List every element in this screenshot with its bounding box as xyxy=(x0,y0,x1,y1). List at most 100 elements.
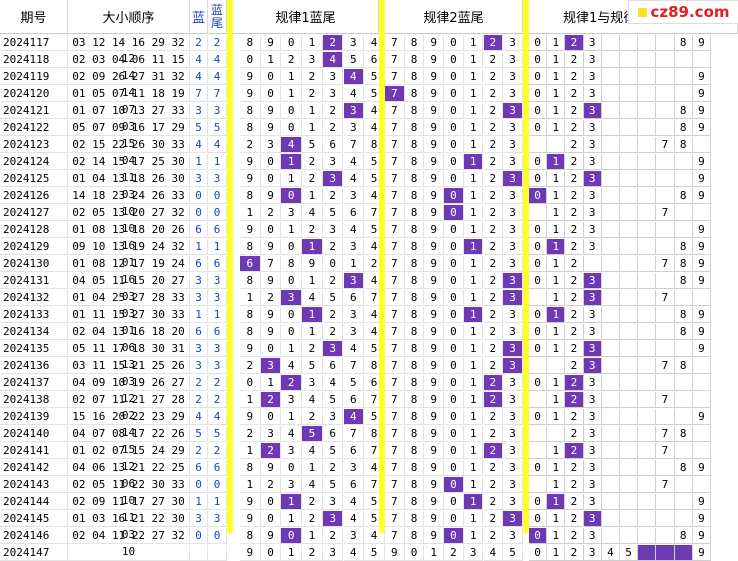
rule1-cell: 1 xyxy=(240,205,261,221)
rule1-cell: 7 xyxy=(260,256,282,272)
rule2-cell: 5 xyxy=(503,545,523,561)
rule2-cell: 7 xyxy=(385,528,405,544)
rule1-hit-cell: 3 xyxy=(322,341,344,357)
rule12-cell: 1 xyxy=(547,256,566,272)
rule12-cell: 1 xyxy=(547,273,566,289)
rule1-hit-cell: 2 xyxy=(322,35,344,51)
issue-cell: 2024145 xyxy=(0,511,68,527)
rule1-hit-cell: 3 xyxy=(281,290,303,306)
rule2-cell: 9 xyxy=(424,171,445,187)
issue-cell: 2024123 xyxy=(0,137,68,153)
rule2-cell: 2 xyxy=(483,120,504,136)
rule12-cell xyxy=(638,154,657,170)
rule2-cell: 2 xyxy=(483,341,504,357)
rule12-cell xyxy=(529,205,548,221)
rule2-cell: 1 xyxy=(424,545,445,561)
rule1-cell: 4 xyxy=(343,222,365,238)
rule2-cell: 0 xyxy=(444,239,464,255)
rule2-hit-cell: 2 xyxy=(483,375,504,391)
issue-cell: 2024117 xyxy=(0,35,68,51)
rule2-cell: 9 xyxy=(424,307,445,323)
rule2-cell: 2 xyxy=(483,358,504,374)
rule2-cell: 3 xyxy=(503,392,523,408)
rule2-cell: 1 xyxy=(463,35,484,51)
numbers-cell: 04 07 08 17 22 26 15 xyxy=(68,426,190,456)
rule2-cell: 0 xyxy=(444,443,464,459)
rule12-cell: 0 xyxy=(529,511,548,527)
rule12-cell xyxy=(674,392,693,408)
rule12-cell: 7 xyxy=(656,426,675,442)
rule2-cell: 2 xyxy=(483,307,504,323)
rule1-cell: 4 xyxy=(302,205,323,221)
rule2-cell: 0 xyxy=(444,154,464,170)
tail-cell: 1 xyxy=(208,494,227,510)
table-row: 2024146 02 04 11 22 27 32 10 0 0 8 9 0 1 2 3 4 7 8 9 0… xyxy=(0,528,738,558)
rule12-cell xyxy=(620,154,639,170)
rule12-cell xyxy=(547,358,566,374)
table-row: 2024133 01 11 15 27 30 33 01 1 1 8 9 0 1 2 3 4 7 8 9 0… xyxy=(0,307,738,337)
rule1-cell: 3 xyxy=(343,35,365,51)
numbers-cell: 01 08 12 17 19 24 16 xyxy=(68,256,190,286)
rule12-cell: 8 xyxy=(674,137,693,153)
rule2-cell: 8 xyxy=(404,528,425,544)
rule12-cell xyxy=(692,443,711,459)
rule12-cell: 7 xyxy=(656,205,675,221)
rule1-cell: 3 xyxy=(302,375,323,391)
rule12-cell: 8 xyxy=(674,324,693,340)
rule12-cell: 7 xyxy=(656,477,675,493)
rule12-cell: 2 xyxy=(565,307,584,323)
rule1-cell: 0 xyxy=(240,375,261,391)
rule2-cell: 9 xyxy=(424,460,445,476)
rule12-cell: 0 xyxy=(529,409,548,425)
rule1-hit-cell: 2 xyxy=(260,443,282,459)
rule2-cell: 1 xyxy=(463,120,484,136)
rule12-cell: 0 xyxy=(529,222,548,238)
rule12-cell xyxy=(601,409,620,425)
rule1-cell: 2 xyxy=(302,154,323,170)
rule2-cell: 7 xyxy=(385,307,405,323)
rule2-cell: 7 xyxy=(385,239,405,255)
issue-cell: 2024138 xyxy=(0,392,68,408)
rule1-cell: 3 xyxy=(322,86,344,102)
rule12-cell: 1 xyxy=(547,86,566,102)
header-tail-1: 蓝 xyxy=(210,2,223,17)
rule1-cell: 9 xyxy=(240,545,261,561)
issue-cell: 2024119 xyxy=(0,69,68,85)
rule12-cell xyxy=(601,290,620,306)
issue-cell: 2024140 xyxy=(0,426,68,442)
rule2-cell: 7 xyxy=(385,256,405,272)
rule1-cell: 1 xyxy=(260,52,282,68)
rule1-cell: 3 xyxy=(343,120,365,136)
rule12-cell: 7 xyxy=(656,290,675,306)
rule12-cell xyxy=(601,273,620,289)
blue-cell: 0 xyxy=(190,188,208,204)
rule12-cell: 3 xyxy=(583,494,602,510)
tail-cell: 3 xyxy=(208,103,227,119)
rule2-cell: 8 xyxy=(404,460,425,476)
rule1-cell: 9 xyxy=(260,35,282,51)
rule1-hit-cell: 2 xyxy=(281,375,303,391)
rule12-cell xyxy=(547,426,566,442)
rule12-cell xyxy=(656,69,675,85)
blue-cell: 1 xyxy=(190,239,208,255)
tail-cell: 4 xyxy=(208,69,227,85)
rule12-cell: 1 xyxy=(547,103,566,119)
rule2-cell: 0 xyxy=(444,120,464,136)
table-row: 2024123 02 15 22 26 30 33 04 4 4 2 3 4 5 6 7 8 7 8 9 0… xyxy=(0,137,738,167)
issue-cell: 2024147 xyxy=(0,545,68,561)
rule2-cell: 7 xyxy=(385,494,405,510)
rule1-cell: 2 xyxy=(260,205,282,221)
rule2-cell: 1 xyxy=(463,188,484,204)
rule1-cell: 3 xyxy=(343,528,365,544)
table-row: 2024131 04 05 11 15 20 27 03 3 3 8 9 0 1 2 3 4 7 8 9 0… xyxy=(0,273,738,303)
rule2-cell: 9 xyxy=(424,375,445,391)
rule12-cell: 7 xyxy=(656,137,675,153)
rule12-cell xyxy=(656,35,675,51)
blue-cell: 3 xyxy=(190,358,208,374)
rule1-cell: 2 xyxy=(240,137,261,153)
rule12-cell xyxy=(638,256,657,272)
rule1-cell: 9 xyxy=(260,188,282,204)
table-row: 2024122 05 07 09 16 17 29 15 5 5 8 9 0 1 2 3 4 7 8 9 0… xyxy=(0,120,738,150)
rule2-cell: 9 xyxy=(424,86,445,102)
